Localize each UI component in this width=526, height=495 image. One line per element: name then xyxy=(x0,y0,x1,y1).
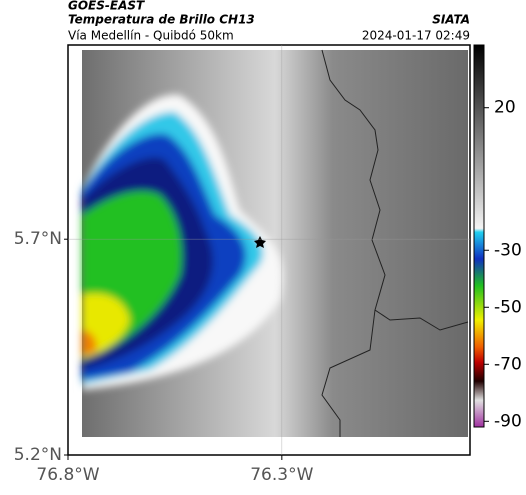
agency: SIATA xyxy=(432,13,470,27)
colorbar-tick-label: 20 xyxy=(494,98,516,118)
subtitle: Vía Medellín - Quibdó 50km xyxy=(68,29,234,43)
map-frame xyxy=(67,44,471,456)
y-tick-label: 5.7°N xyxy=(14,229,62,249)
source: GOES-EAST xyxy=(68,0,145,13)
colorbar xyxy=(473,44,485,428)
datetime: 2024-01-17 02:49 xyxy=(362,29,470,43)
colorbar-tick-label: -90 xyxy=(494,411,522,431)
colorbar-tick-label: -50 xyxy=(494,297,522,317)
colorbar-tick-label: -70 xyxy=(494,354,522,374)
x-tick-label: 76.8°W xyxy=(36,465,99,485)
y-tick-label: 5.2°N xyxy=(14,445,62,465)
location-star xyxy=(254,236,266,248)
satellite-image xyxy=(82,49,469,437)
colorbar-tick-label: -30 xyxy=(494,240,522,260)
x-tick-label: 76.3°W xyxy=(250,465,313,485)
title: Temperatura de Brillo CH13 xyxy=(68,13,255,27)
